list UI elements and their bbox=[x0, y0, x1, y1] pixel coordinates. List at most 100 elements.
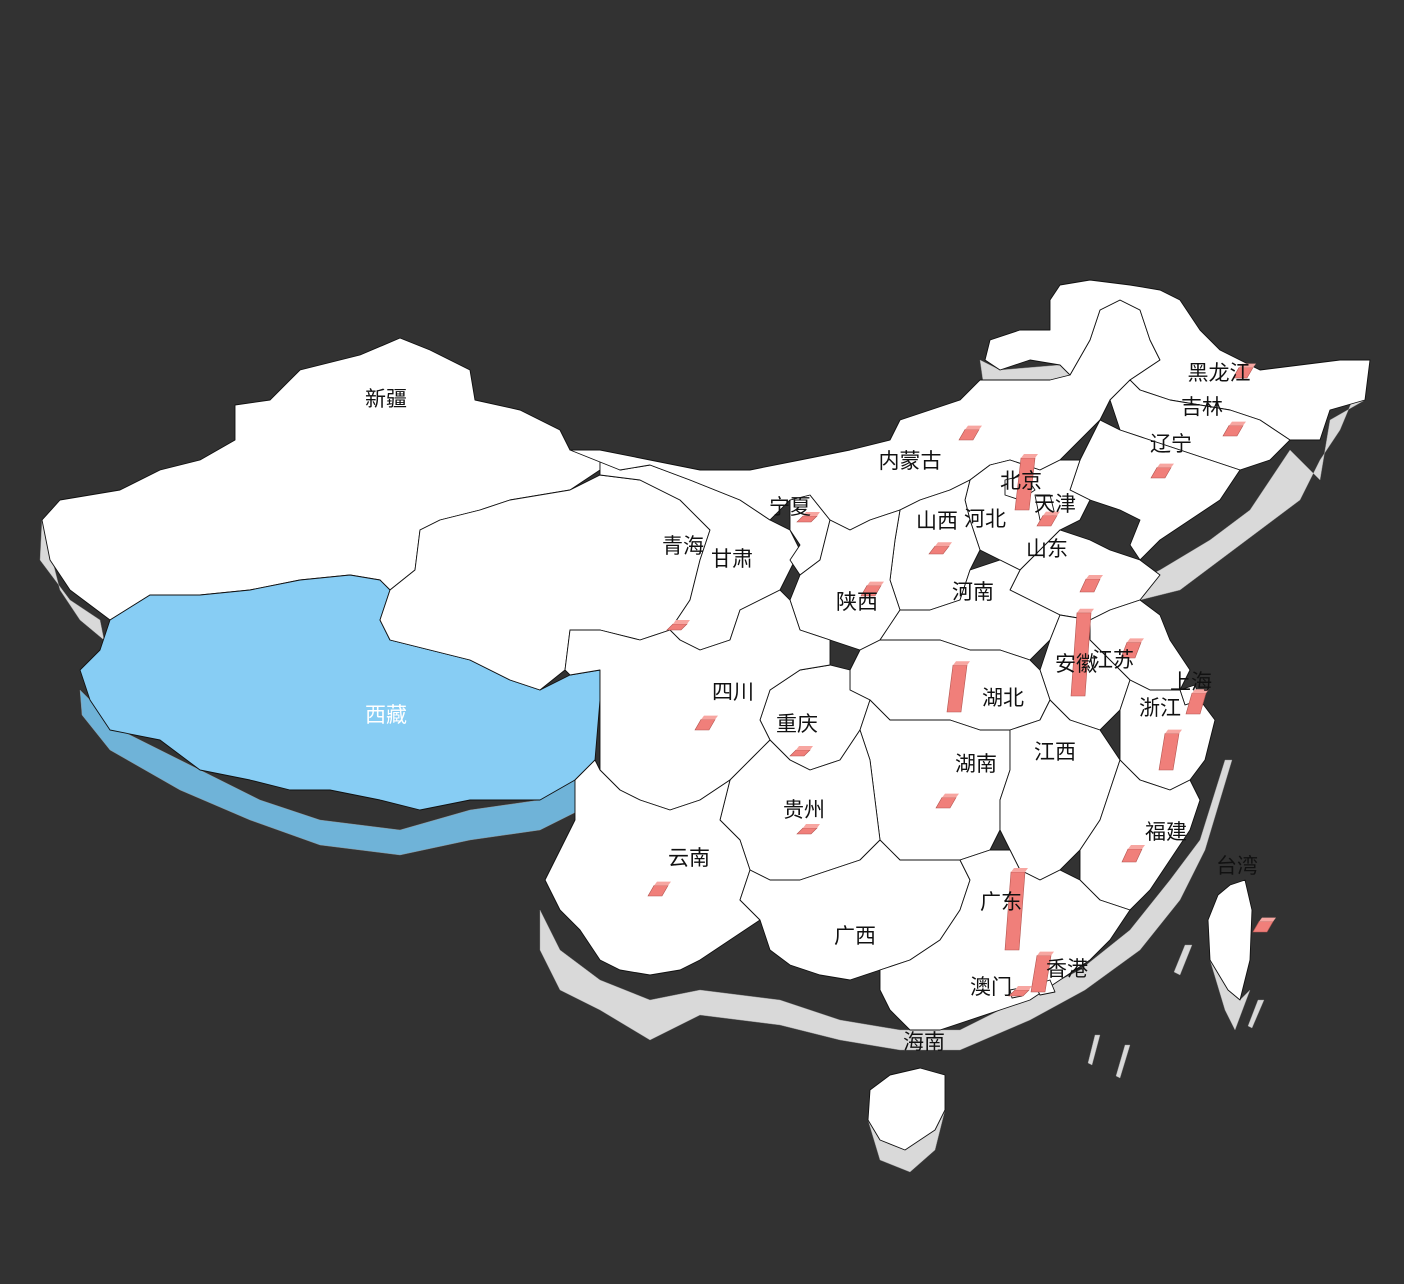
label-taiwan: 台湾 bbox=[1216, 854, 1258, 878]
bar-13 bbox=[1079, 575, 1103, 593]
bar-5 bbox=[958, 425, 982, 441]
bar-top bbox=[942, 793, 959, 798]
bar-20 bbox=[946, 661, 970, 713]
extrusion-xinjiang bbox=[39, 519, 105, 641]
label-beijing: 北京 bbox=[1000, 469, 1042, 493]
bar-top bbox=[1021, 454, 1038, 458]
label-hubei: 湖北 bbox=[982, 686, 1024, 710]
island-2 bbox=[1087, 1034, 1101, 1066]
label-hebei: 河北 bbox=[964, 507, 1006, 531]
bar-21 bbox=[694, 715, 718, 731]
label-fujian: 福建 bbox=[1145, 820, 1187, 844]
label-jiangxi: 江西 bbox=[1034, 740, 1076, 764]
bar-7 bbox=[1222, 421, 1246, 437]
label-hainan: 海南 bbox=[903, 1030, 945, 1054]
bar-top bbox=[1157, 463, 1174, 468]
label-jilin: 吉林 bbox=[1181, 395, 1223, 419]
label-yunnan: 云南 bbox=[668, 846, 710, 870]
label-shaanxi: 陕西 bbox=[836, 590, 878, 614]
label-guangdong: 广东 bbox=[980, 890, 1022, 914]
label-shanxi: 山西 bbox=[916, 509, 958, 533]
bar-top bbox=[803, 824, 820, 828]
bar-17 bbox=[1070, 608, 1094, 697]
bar-top bbox=[1239, 363, 1256, 368]
extrusion-northeast bbox=[1119, 369, 1366, 601]
label-anhui: 安徽 bbox=[1055, 652, 1097, 676]
label-qinghai: 青海 bbox=[662, 534, 704, 558]
label-ningxia: 宁夏 bbox=[769, 495, 811, 519]
label-sichuan: 四川 bbox=[712, 680, 754, 704]
island-1 bbox=[1173, 944, 1193, 976]
bar-top bbox=[654, 881, 671, 886]
label-hunan: 湖南 bbox=[955, 752, 997, 776]
bar-22 bbox=[789, 746, 813, 757]
bar-8 bbox=[1150, 463, 1174, 479]
bar-14 bbox=[860, 581, 884, 597]
region-hainan[interactable] bbox=[867, 1067, 946, 1151]
bar-31 bbox=[1030, 951, 1054, 993]
bar-top bbox=[1077, 608, 1094, 613]
region-taiwan[interactable] bbox=[1207, 879, 1253, 1001]
label-tianjin: 天津 bbox=[1034, 492, 1076, 516]
label-xinjiang: 新疆 bbox=[365, 387, 407, 411]
region-sichuan[interactable] bbox=[564, 589, 831, 811]
bar-top bbox=[867, 581, 884, 586]
bar-top bbox=[673, 620, 690, 624]
provinces-layer bbox=[41, 279, 1371, 1151]
bar-25 bbox=[796, 824, 820, 835]
bar-23 bbox=[935, 793, 959, 809]
bar-top bbox=[1043, 511, 1060, 516]
label-gansu: 甘肃 bbox=[711, 547, 753, 571]
label-liaoning: 辽宁 bbox=[1150, 432, 1192, 456]
label-guangxi: 广西 bbox=[834, 924, 876, 948]
bar-10 bbox=[1036, 511, 1060, 527]
bar-19 bbox=[1158, 729, 1182, 771]
bar-top bbox=[1192, 689, 1209, 694]
bar-top bbox=[1086, 575, 1103, 579]
label-guizhou: 贵州 bbox=[783, 798, 825, 822]
label-macau: 澳门 bbox=[970, 975, 1012, 999]
bar-top bbox=[953, 661, 970, 666]
bar-top bbox=[803, 512, 820, 516]
label-hongkong: 香港 bbox=[1046, 957, 1088, 981]
bar-top bbox=[796, 746, 813, 750]
bar-top bbox=[1165, 729, 1182, 734]
label-chongqing: 重庆 bbox=[776, 712, 818, 736]
bar-face bbox=[1252, 921, 1274, 933]
bar-top bbox=[1037, 951, 1054, 956]
bar-6 bbox=[1232, 363, 1256, 379]
bar-top bbox=[965, 425, 982, 430]
bar-26 bbox=[647, 881, 671, 897]
bar-27 bbox=[1121, 845, 1145, 863]
bar-32 bbox=[1008, 986, 1032, 997]
bar-2 bbox=[666, 620, 690, 631]
bar-9 bbox=[1014, 454, 1038, 511]
bar-4 bbox=[796, 512, 820, 523]
label-jiangsu: 江苏 bbox=[1092, 648, 1134, 672]
label-layer: 新疆 西藏 青海 甘肃 宁夏 内蒙古 黑龙江 吉林 辽宁 北京 天津 河北 山西… bbox=[365, 361, 1258, 1054]
bar-top bbox=[1128, 845, 1145, 849]
bar-layer bbox=[647, 363, 1276, 997]
bar-12 bbox=[928, 542, 952, 555]
label-shandong: 山东 bbox=[1026, 537, 1068, 561]
label-heilongjiang: 黑龙江 bbox=[1188, 361, 1251, 385]
label-henan: 河南 bbox=[952, 580, 994, 604]
bar-18 bbox=[1185, 689, 1209, 715]
bar-28 bbox=[1252, 917, 1276, 933]
label-xizang: 西藏 bbox=[365, 703, 407, 727]
islands bbox=[1087, 944, 1265, 1079]
bar-30 bbox=[1004, 868, 1028, 951]
bar-top bbox=[1259, 917, 1276, 922]
bar-top bbox=[1229, 421, 1246, 426]
label-zhejiang: 浙江 bbox=[1139, 696, 1181, 720]
extrusion-southwest bbox=[539, 759, 1233, 1051]
map-extrusion bbox=[39, 359, 1366, 1173]
region-guangdong[interactable] bbox=[879, 849, 1131, 1031]
label-neimenggu: 内蒙古 bbox=[879, 449, 942, 473]
bar-16 bbox=[1120, 638, 1144, 659]
island-3 bbox=[1115, 1044, 1131, 1079]
bar-top bbox=[1015, 986, 1032, 990]
label-shanghai: 上海 bbox=[1170, 670, 1212, 694]
bar-top bbox=[701, 715, 718, 720]
